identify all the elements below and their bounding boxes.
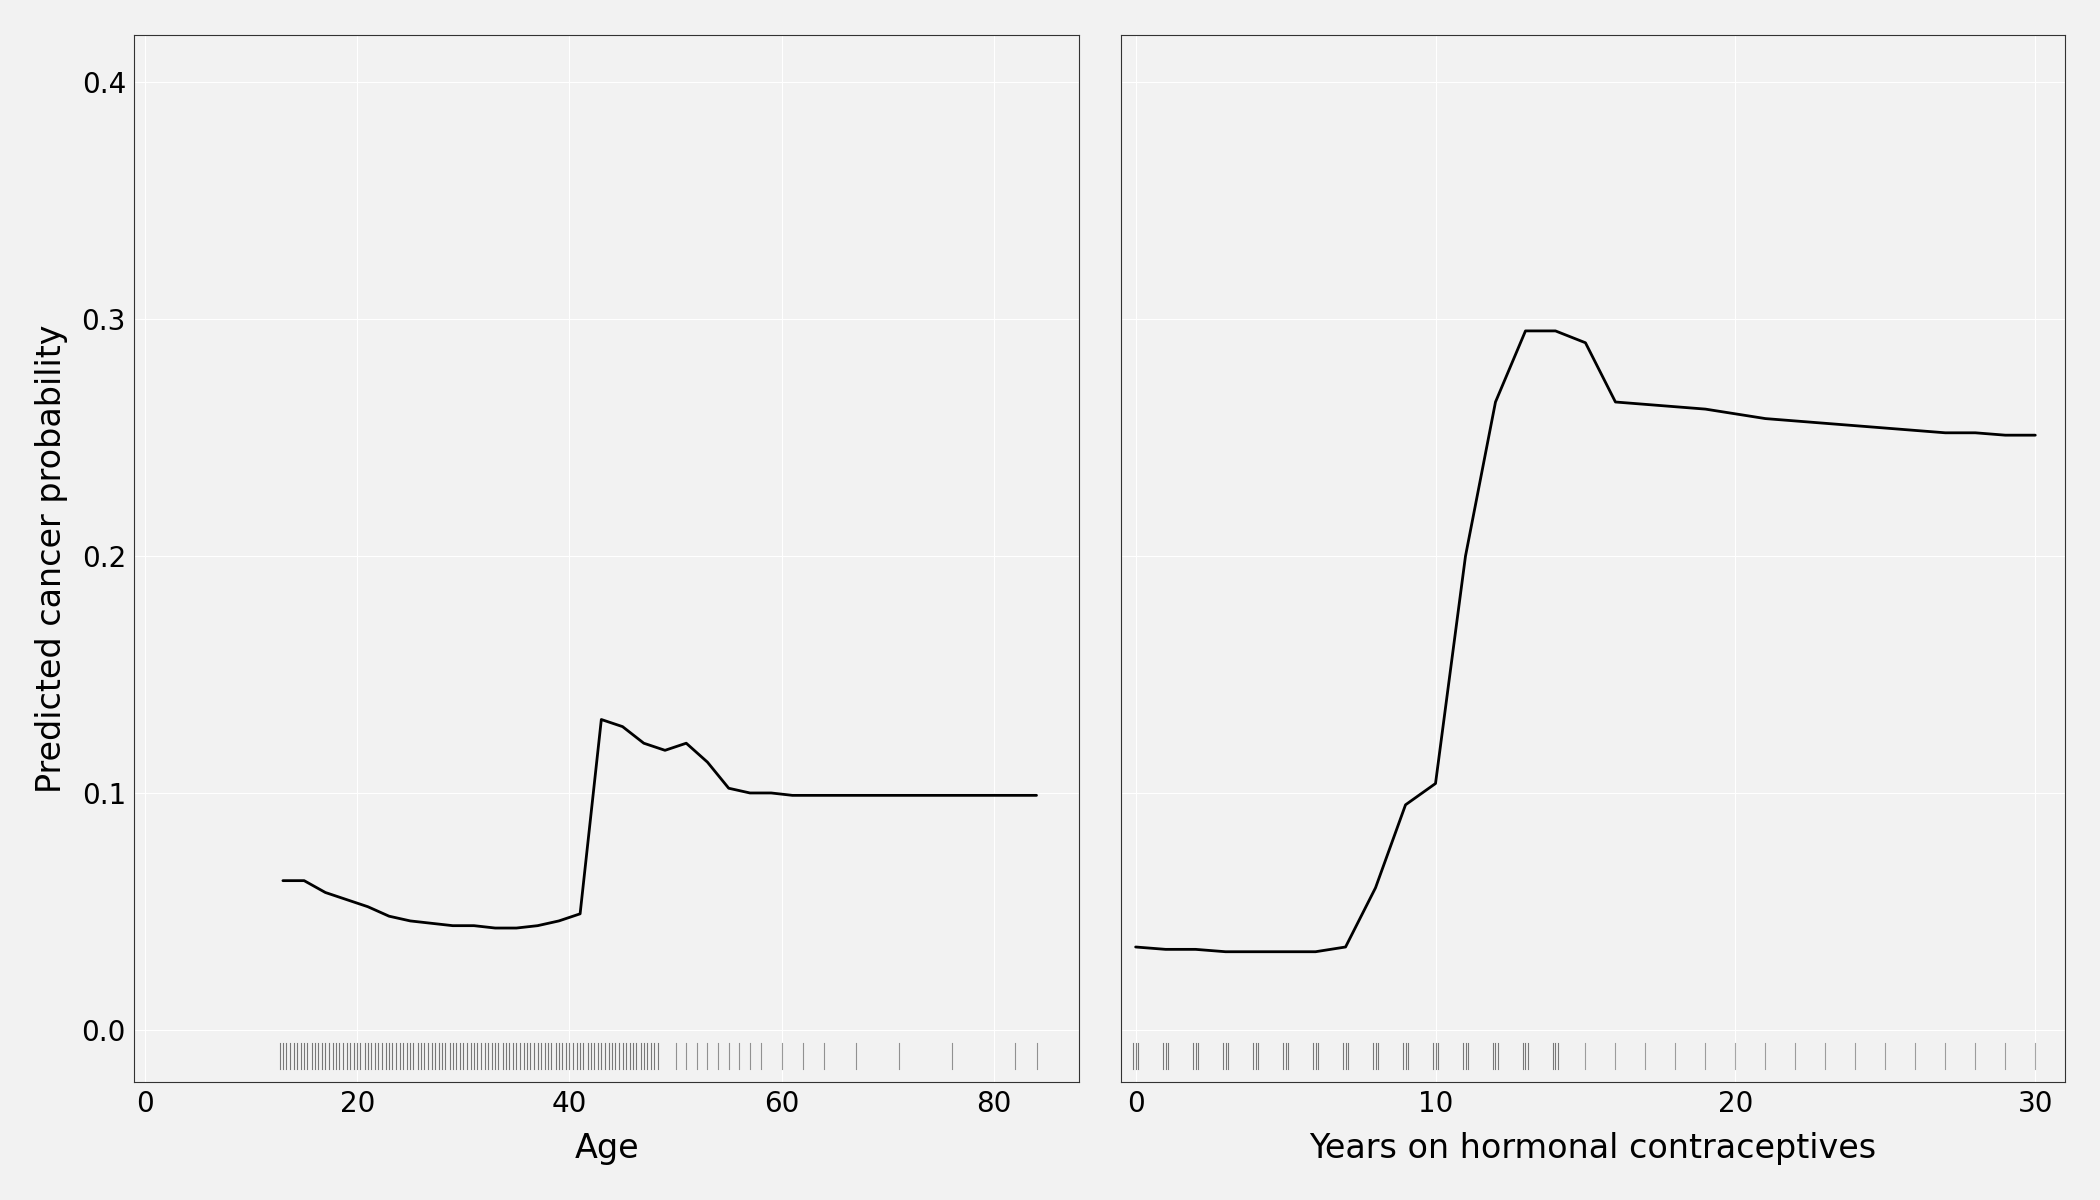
X-axis label: Years on hormonal contraceptives: Years on hormonal contraceptives [1310,1133,1877,1165]
X-axis label: Age: Age [573,1133,638,1165]
Y-axis label: Predicted cancer probability: Predicted cancer probability [36,324,67,793]
